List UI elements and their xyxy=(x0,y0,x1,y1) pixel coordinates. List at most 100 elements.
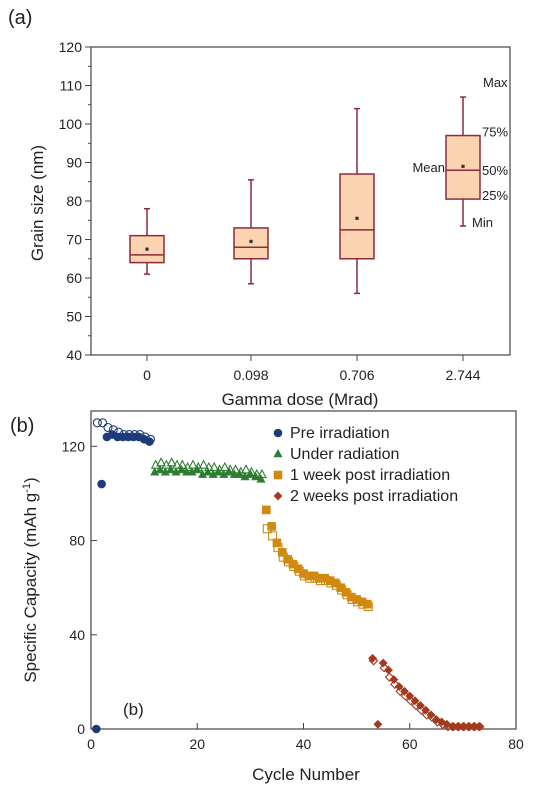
box-iqr xyxy=(339,173,375,260)
panel-b-ylabel-close: ) xyxy=(21,477,40,483)
legend-label: 1 week post irradiation xyxy=(290,467,450,484)
data-point xyxy=(214,467,223,476)
box-0 xyxy=(129,207,165,275)
box-3 xyxy=(445,96,481,227)
data-point xyxy=(283,555,292,564)
data-point xyxy=(288,559,298,569)
data-point xyxy=(426,710,436,720)
legend-label: Under radiation xyxy=(290,446,399,463)
data-point xyxy=(267,522,276,531)
data-point xyxy=(92,724,101,734)
data-point xyxy=(331,578,340,588)
legend-label: Pre irradiation xyxy=(290,425,390,442)
panel-a-ytick-label: 120 xyxy=(59,39,83,55)
panel-a-annotation-mean: Mean xyxy=(412,160,445,175)
box-mean xyxy=(355,216,359,220)
panel-b-xlabel: Cycle Number xyxy=(252,765,360,784)
data-point-open xyxy=(150,459,161,469)
data-point xyxy=(368,653,377,663)
data-point-open xyxy=(268,531,278,541)
panel-a-xtick-label: 2.744 xyxy=(445,367,480,383)
box-1 xyxy=(233,179,269,285)
box-2 xyxy=(339,107,375,295)
data-point xyxy=(251,471,261,481)
data-point xyxy=(293,564,303,574)
panel-b-axes: 0 20 40 60 80 0 40 80 120 Pre irradiation Under ra… xyxy=(62,410,524,752)
data-point xyxy=(421,705,431,715)
data-point-open xyxy=(166,457,177,467)
data-point xyxy=(245,469,255,478)
box-mean xyxy=(249,239,253,244)
data-point xyxy=(166,464,176,474)
data-point xyxy=(415,701,425,710)
data-point-open xyxy=(161,459,172,469)
data-point xyxy=(203,467,213,476)
legend-item-2: 1 week post irradiation xyxy=(273,467,450,484)
data-point-open xyxy=(241,464,251,474)
panel-a-xlabel: Gamma dose (Mrad) xyxy=(222,390,379,409)
panel-b-ytick-label: 80 xyxy=(69,533,85,549)
data-point xyxy=(389,675,399,684)
panel-b-xtick-label: 80 xyxy=(508,736,524,752)
data-point xyxy=(277,548,287,557)
data-point xyxy=(235,469,245,478)
data-point-open xyxy=(384,672,395,682)
panel-a-ytick-label: 100 xyxy=(59,116,83,132)
panel-b-xtick-label: 40 xyxy=(296,736,312,752)
box-mean xyxy=(461,164,465,168)
legend-marker xyxy=(273,491,283,501)
panel-a-ytick-label: 50 xyxy=(66,309,82,325)
panel-b-ytick-label: 40 xyxy=(69,627,85,643)
data-point xyxy=(256,474,266,483)
data-point xyxy=(394,682,404,692)
panel-a-annotation-median: 50% xyxy=(482,163,508,178)
series-1 xyxy=(150,457,267,483)
series-3 xyxy=(368,653,485,732)
data-point-open xyxy=(219,461,230,472)
panel-b-xtick-label: 20 xyxy=(189,736,205,752)
panel-a-ytick-label: 70 xyxy=(66,232,82,248)
panel-a-xtick-label: 0.706 xyxy=(339,367,374,383)
data-point xyxy=(97,479,106,489)
legend-item-1: Under radiation xyxy=(273,446,399,463)
panel-a-ytick-label: 110 xyxy=(60,78,83,94)
data-point-open xyxy=(103,422,113,433)
panel-a-annotation-q1: 25% xyxy=(482,188,508,203)
box-mean xyxy=(145,247,149,251)
data-point xyxy=(155,464,165,474)
panel-b-ylabel: Specific Capacity (mAh g-1) xyxy=(21,477,40,682)
panel-a-annotation-min: Min xyxy=(472,215,493,230)
data-point xyxy=(474,722,484,732)
panel-b-xtick-label: 0 xyxy=(87,736,95,752)
panel-a-ytick-label: 40 xyxy=(66,347,82,363)
panel-a-annotation-q3: 75% xyxy=(482,125,508,140)
data-point-open xyxy=(379,662,389,673)
data-point xyxy=(224,467,234,476)
legend-marker xyxy=(273,470,283,480)
box-iqr xyxy=(233,227,269,260)
data-point xyxy=(378,658,388,668)
panel-a-frame xyxy=(90,46,511,356)
data-point xyxy=(362,599,372,609)
panel-b-label: (b) xyxy=(10,415,34,437)
legend-item-3: 2 weeks post irradiation xyxy=(273,488,458,505)
panel-a-label: (a) xyxy=(8,7,32,29)
series-0 xyxy=(92,418,155,734)
data-point xyxy=(400,686,409,696)
panel-b-ylabel-sup: -1 xyxy=(21,483,33,493)
data-point-open xyxy=(198,459,209,469)
data-point-open xyxy=(209,461,220,472)
legend-marker xyxy=(273,428,283,438)
data-point xyxy=(262,505,271,515)
data-point xyxy=(410,696,420,706)
data-point-open xyxy=(172,459,182,469)
data-point xyxy=(384,665,393,675)
data-point xyxy=(272,538,282,548)
panel-a-ytick-label: 60 xyxy=(66,270,82,286)
panel-a-ytick-label: 90 xyxy=(66,155,82,171)
panel-b-inner-label: (b) xyxy=(123,700,144,719)
data-point xyxy=(405,691,415,701)
data-point xyxy=(176,464,186,474)
panel-b-ytick-label: 120 xyxy=(62,438,86,454)
